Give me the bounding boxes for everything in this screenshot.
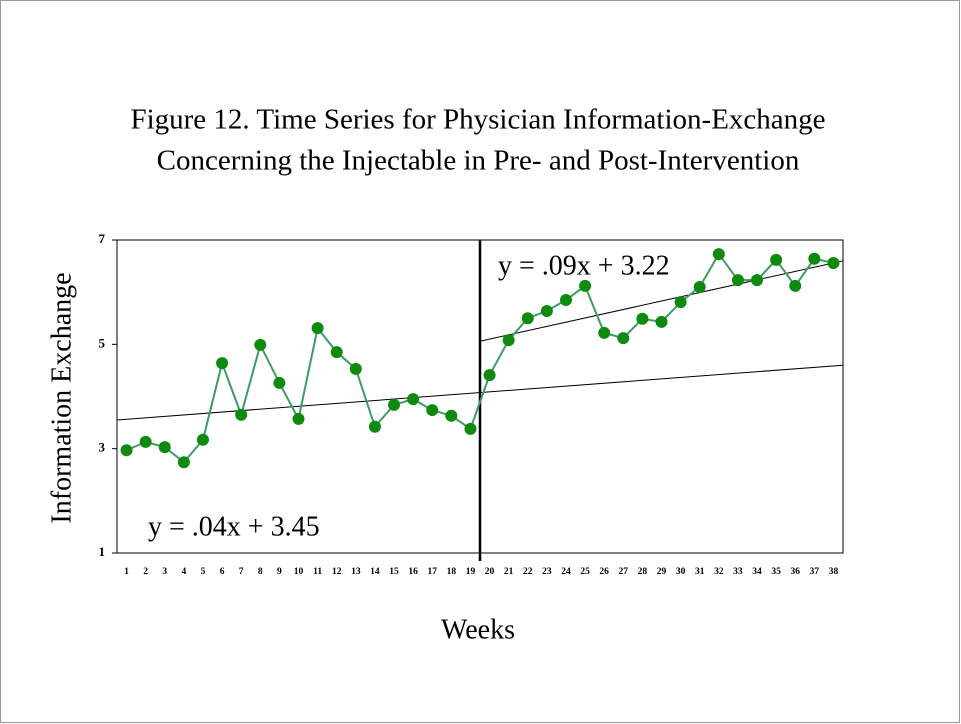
point — [751, 274, 764, 287]
point — [502, 334, 515, 347]
point — [598, 326, 611, 339]
x-tick-label: 27 — [619, 567, 629, 577]
x-tick-label: 25 — [580, 567, 590, 577]
point — [196, 433, 209, 446]
x-tick-label: 21 — [504, 567, 514, 577]
x-tick-label: 38 — [829, 567, 839, 577]
x-tick-label: 28 — [638, 567, 648, 577]
x-tick-label: 1 — [124, 567, 129, 577]
x-tick-label: 8 — [258, 567, 263, 577]
x-tick-label: 3 — [162, 567, 167, 577]
x-tick-label: 29 — [657, 567, 667, 577]
point — [579, 279, 592, 292]
y-axis-label: Information Exchange — [46, 272, 77, 523]
point — [273, 376, 286, 389]
point — [388, 398, 401, 411]
point — [789, 279, 802, 292]
x-tick-label: 14 — [370, 567, 380, 577]
x-tick-label: 35 — [771, 567, 781, 577]
x-tick-label: 33 — [733, 567, 743, 577]
x-tick-label: 34 — [752, 567, 762, 577]
x-tick-label: 22 — [523, 567, 533, 577]
series-line — [126, 252, 834, 464]
point — [483, 369, 496, 382]
x-tick-label: 18 — [447, 567, 457, 577]
x-tick-label: 4 — [181, 567, 186, 577]
point — [712, 248, 725, 261]
chart-title: Concerning the Injectable in Pre- and Po… — [157, 145, 800, 177]
x-tick-label: 9 — [277, 567, 282, 577]
point — [827, 256, 840, 269]
x-tick-label: 12 — [332, 567, 342, 577]
x-tick-label: 15 — [389, 567, 399, 577]
y-tick-label: 7 — [99, 231, 106, 246]
point — [177, 456, 190, 469]
chart-title: Figure 12. Time Series for Physician Inf… — [130, 104, 825, 136]
point — [655, 315, 668, 328]
x-tick-label: 13 — [351, 567, 361, 577]
point — [731, 274, 744, 287]
x-tick-label: 11 — [313, 567, 322, 577]
x-tick-label: 10 — [294, 567, 304, 577]
x-tick-label: 5 — [201, 567, 206, 577]
y-tick-label: 5 — [99, 335, 106, 350]
point — [254, 338, 267, 351]
point — [426, 404, 439, 417]
point — [445, 409, 458, 422]
trend-label: y = .04x + 3.45 — [148, 511, 320, 542]
point — [674, 296, 687, 309]
point — [311, 322, 324, 335]
x-tick-label: 6 — [220, 567, 225, 577]
point — [808, 252, 821, 265]
y-tick-label: 3 — [99, 440, 106, 455]
x-tick-label: 20 — [485, 567, 495, 577]
x-tick-label: 36 — [790, 567, 800, 577]
point — [540, 304, 553, 317]
x-tick-label: 23 — [542, 567, 552, 577]
x-tick-label: 31 — [695, 567, 705, 577]
x-tick-label: 2 — [143, 567, 148, 577]
point — [139, 435, 152, 448]
point — [770, 253, 783, 266]
point — [349, 362, 362, 375]
point — [464, 422, 477, 435]
x-tick-label: 16 — [408, 567, 418, 577]
point — [407, 393, 420, 406]
point — [693, 280, 706, 293]
y-tick-label: 1 — [99, 544, 106, 559]
x-tick-label: 26 — [599, 567, 609, 577]
point — [292, 412, 305, 425]
point — [330, 346, 343, 359]
point — [636, 312, 649, 325]
point — [559, 293, 572, 306]
point — [368, 420, 381, 433]
x-tick-label: 17 — [427, 567, 437, 577]
point — [235, 408, 248, 421]
x-axis-label: Weeks — [441, 614, 515, 645]
point — [120, 444, 133, 457]
x-tick-label: 24 — [561, 567, 571, 577]
point — [216, 357, 229, 370]
x-tick-label: 30 — [676, 567, 686, 577]
point — [617, 332, 630, 345]
x-tick-label: 37 — [810, 567, 820, 577]
point — [158, 441, 171, 454]
trend-label: y = .09x + 3.22 — [498, 250, 670, 281]
x-tick-label: 19 — [466, 567, 476, 577]
x-tick-label: 7 — [239, 567, 244, 577]
point — [521, 312, 534, 325]
trend-line — [479, 260, 844, 342]
x-tick-label: 32 — [714, 567, 724, 577]
